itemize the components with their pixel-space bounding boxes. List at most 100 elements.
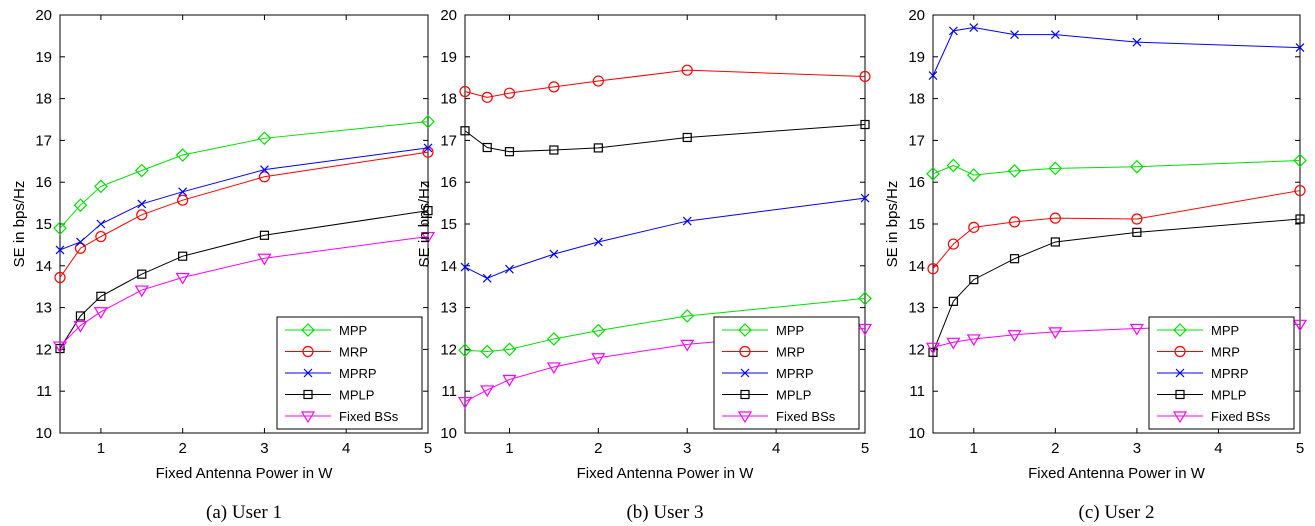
x-tick-label: 1	[505, 440, 513, 457]
series-mplp	[460, 119, 870, 157]
series-mplp	[55, 206, 433, 354]
data-point	[926, 166, 940, 181]
legend-label: Fixed BSs	[339, 409, 399, 424]
legend-marker	[1172, 411, 1188, 424]
data-point	[480, 385, 495, 398]
x-tick-label: 2	[1051, 440, 1059, 457]
data-point	[459, 85, 471, 98]
y-tick-label: 17	[35, 132, 52, 149]
data-point	[1294, 184, 1306, 197]
data-point	[1131, 213, 1143, 225]
data-point	[966, 334, 981, 347]
legend-entry: MPLP	[1157, 388, 1246, 403]
data-point	[259, 230, 270, 240]
data-point	[592, 75, 604, 87]
data-point	[258, 171, 271, 183]
data-point	[134, 285, 149, 298]
data-point	[178, 187, 188, 197]
series-line	[464, 297, 866, 352]
series-line	[59, 236, 429, 347]
data-point	[502, 374, 517, 387]
y-axis-label: SE in bps/Hz	[11, 181, 28, 268]
y-tick-label: 10	[35, 425, 52, 442]
y-tick-label: 12	[35, 341, 52, 358]
x-tick-label: 3	[1133, 440, 1141, 457]
data-point	[1295, 214, 1305, 224]
legend-entry: MPLP	[285, 388, 374, 403]
y-tick-label: 10	[908, 425, 925, 442]
data-point	[76, 237, 85, 247]
data-point	[95, 230, 107, 243]
chart-caption: (c) User 2	[1079, 502, 1155, 523]
series-mrp	[54, 146, 434, 284]
series-line	[932, 27, 1301, 76]
data-point	[1132, 227, 1142, 237]
series-fixed-bss	[52, 231, 436, 354]
legend-marker	[302, 345, 314, 358]
data-point	[482, 142, 492, 153]
data-point	[860, 193, 870, 203]
series-line	[464, 69, 866, 98]
y-tick-label: 14	[440, 258, 457, 275]
data-point	[134, 163, 149, 178]
legend-entry: MRP	[285, 345, 368, 360]
series-line	[59, 210, 429, 349]
legend-entry: Fixed BSs	[722, 409, 836, 424]
data-point	[502, 342, 517, 357]
data-point	[52, 341, 68, 354]
data-point	[458, 343, 472, 358]
legend-marker	[1174, 345, 1186, 358]
y-tick-label: 10	[440, 425, 457, 442]
data-point	[1130, 159, 1144, 174]
data-point	[593, 143, 603, 153]
data-point	[75, 311, 86, 321]
legend-entry: MRP	[1157, 345, 1240, 360]
x-tick-label: 1	[970, 440, 978, 457]
data-point	[1008, 216, 1021, 228]
legend-label: MPRP	[1211, 366, 1249, 381]
data-point	[946, 337, 961, 350]
data-point	[423, 143, 433, 153]
y-tick-label: 17	[908, 132, 925, 149]
y-tick-label: 14	[908, 258, 925, 275]
y-tick-label: 11	[909, 383, 925, 400]
legend-marker	[737, 411, 753, 424]
x-tick-label: 3	[683, 440, 691, 457]
data-point	[858, 291, 872, 306]
y-tick-label: 12	[440, 341, 457, 358]
data-point	[928, 71, 938, 81]
data-point	[969, 274, 979, 285]
legend-marker	[1175, 389, 1185, 400]
x-tick-label: 5	[1296, 440, 1304, 457]
data-point	[681, 64, 693, 76]
data-point	[682, 216, 692, 226]
legend-marker	[301, 323, 315, 337]
data-point	[257, 253, 272, 266]
series-mpp	[53, 114, 435, 236]
data-point	[503, 87, 516, 99]
data-point	[1048, 161, 1063, 176]
data-point	[925, 342, 941, 355]
y-tick-label: 11	[36, 383, 52, 400]
data-point	[1129, 323, 1144, 336]
series-mrp	[927, 184, 1306, 275]
series-mprp	[928, 23, 1305, 81]
y-tick-label: 15	[908, 216, 925, 233]
data-point	[546, 362, 561, 375]
data-point	[420, 231, 436, 244]
x-tick-label: 4	[772, 440, 780, 457]
series-mrp	[459, 64, 871, 103]
data-point	[74, 242, 87, 254]
series-line	[932, 190, 1301, 270]
legend-label: MPRP	[776, 366, 814, 381]
y-tick-label: 13	[908, 300, 925, 317]
data-point	[1009, 254, 1020, 264]
series-line	[932, 218, 1301, 353]
legend-entry: Fixed BSs	[1157, 409, 1271, 424]
data-point	[504, 147, 515, 157]
data-point	[457, 397, 473, 409]
legend-marker	[1173, 323, 1187, 337]
data-point	[93, 307, 108, 319]
x-tick-label: 4	[1214, 440, 1222, 457]
